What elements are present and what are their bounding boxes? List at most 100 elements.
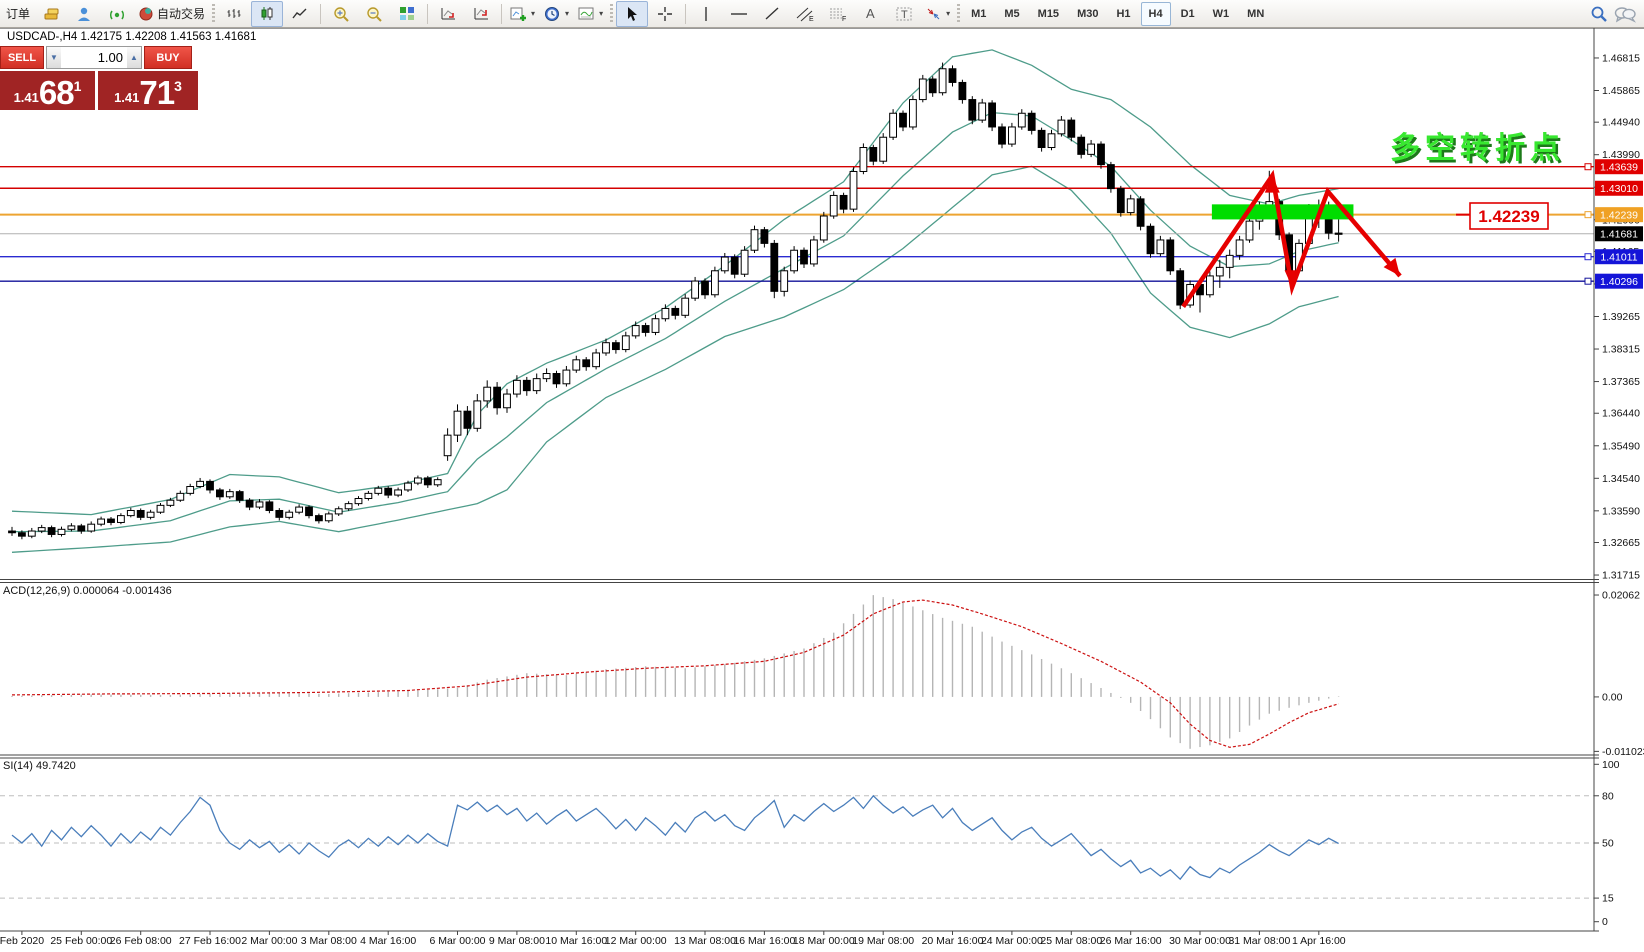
price-badge: [1595, 207, 1643, 223]
svg-text:1.41011: 1.41011: [1600, 252, 1637, 264]
sell-price-display[interactable]: 1.41 68 1: [0, 71, 95, 110]
trade-panel-controls: SELL ▼ ▲ BUY: [0, 46, 201, 69]
time-axis-label: 26 Mar 16:00: [1100, 935, 1162, 947]
sell-price-big: 68: [38, 74, 75, 111]
text-label-icon: T: [896, 7, 912, 21]
horizontal-line-button[interactable]: [723, 1, 755, 27]
svg-text:1.40296: 1.40296: [1600, 276, 1638, 288]
indicators-window-button[interactable]: [432, 1, 464, 27]
data-window-icon: [474, 7, 488, 19]
time-axis-label: 18 Mar 00:00: [793, 935, 855, 947]
dropdown-arrow-icon: ▾: [599, 9, 604, 18]
svg-text:1.38315: 1.38315: [1602, 344, 1640, 356]
toolbar: 订单 自动交易: [0, 0, 1644, 28]
cursor-button[interactable]: [616, 0, 649, 27]
svg-text:1.35490: 1.35490: [1602, 440, 1640, 452]
timeframe-button-m1[interactable]: M1: [971, 7, 987, 20]
timeframe-button-h1[interactable]: H1: [1116, 7, 1131, 20]
data-window-button[interactable]: [465, 1, 497, 27]
chat-icon[interactable]: [1614, 5, 1636, 23]
volume-decrease-button[interactable]: ▼: [47, 47, 61, 68]
svg-text:E: E: [809, 16, 814, 22]
time-axis-label: 30 Mar 00:00: [1169, 935, 1231, 947]
signals-button[interactable]: [101, 1, 133, 27]
crosshair-button[interactable]: [649, 1, 681, 27]
price-badge: [1595, 249, 1643, 265]
timeframe-button-mn[interactable]: MN: [1247, 7, 1265, 20]
volume-group: ▼ ▲: [46, 46, 142, 69]
trade-panel-prices: 1.41 68 1 1.41 71 3: [0, 71, 201, 110]
fibonacci-button[interactable]: F: [822, 1, 854, 27]
svg-text:-0.011023: -0.011023: [1602, 746, 1644, 758]
toolbar-separator: [320, 3, 322, 24]
macd-indicator-label: ACD(12,26,9) 0.000064 -0.001436: [3, 585, 172, 597]
volume-input[interactable]: [61, 47, 127, 68]
dropdown-arrow-icon: ▾: [565, 9, 570, 18]
timeframe-button-d1[interactable]: D1: [1180, 7, 1195, 20]
timeframe-button-h4[interactable]: H4: [1140, 1, 1171, 26]
templates-button[interactable]: ▾: [574, 1, 607, 27]
crosshair-icon: [658, 6, 673, 21]
arrows-button[interactable]: ▾: [921, 1, 954, 27]
tile-windows-button[interactable]: [391, 1, 423, 27]
gold-ingots-button[interactable]: [35, 1, 67, 27]
timeframe-button-w1[interactable]: W1: [1212, 7, 1230, 20]
equidistant-channel-button[interactable]: E: [789, 1, 821, 27]
text-icon: A: [866, 6, 875, 21]
text-label-button[interactable]: T: [888, 1, 920, 27]
one-click-trading-panel: SELL ▼ ▲ BUY 1.41 68 1 1.41 71 3: [0, 46, 201, 110]
svg-text:1.44940: 1.44940: [1602, 117, 1640, 129]
candlestick-chart-type-button[interactable]: [251, 0, 284, 27]
new-chart-button[interactable]: ▾: [506, 1, 539, 27]
timeframe-button-m30[interactable]: M30: [1077, 7, 1099, 20]
vertical-line-button[interactable]: [690, 1, 722, 27]
zoom-in-button[interactable]: [325, 1, 357, 27]
auto-trading-button[interactable]: 自动交易: [134, 1, 209, 27]
sell-button[interactable]: SELL: [0, 46, 44, 69]
search-icon[interactable]: [1590, 5, 1608, 23]
time-axis-label: 3 Mar 08:00: [301, 935, 357, 947]
line-chart-type-button[interactable]: [284, 1, 316, 27]
cursor-icon: [628, 6, 638, 21]
svg-text:1.36440: 1.36440: [1602, 408, 1640, 420]
time-axis-label: 20 Mar 16:00: [922, 935, 984, 947]
time-axis-label: 25 Mar 08:00: [1040, 935, 1102, 947]
svg-text:1.43990: 1.43990: [1602, 149, 1640, 161]
arrows-icon: [927, 8, 940, 19]
svg-text:1.39265: 1.39265: [1602, 311, 1640, 323]
time-axis-label: 6 Mar 00:00: [429, 935, 485, 947]
timeframe-button-m15[interactable]: M15: [1037, 7, 1060, 20]
toolbar-grip: [212, 3, 216, 24]
time-axis-label: 12 Mar 00:00: [605, 935, 667, 947]
svg-text:1.34540: 1.34540: [1602, 473, 1640, 485]
time-axis-label: 16 Mar 16:00: [733, 935, 795, 947]
rsi-indicator-label: SI(14) 49.7420: [3, 760, 76, 772]
timeframe-group: M1 M5 M15 M30 H1 H4 D1 W1 MN: [963, 1, 1272, 26]
sell-price-small: 1.41: [13, 90, 39, 105]
candlestick-chart-icon: [261, 7, 273, 20]
price-badge: [1595, 180, 1643, 196]
zoom-out-button[interactable]: [358, 1, 390, 27]
new-chart-icon: [510, 7, 527, 21]
time-axis-label: 2 Mar 00:00: [241, 935, 297, 947]
line-chart-icon: [292, 8, 307, 19]
community-person-icon: [77, 7, 90, 21]
bar-chart-type-button[interactable]: [218, 1, 250, 27]
time-axis-label: 19 Mar 08:00: [852, 935, 914, 947]
buy-price-big: 71: [139, 74, 175, 111]
new-order-button[interactable]: 订单: [2, 1, 34, 27]
time-axis-label: 27 Feb 16:00: [179, 935, 241, 947]
community-button[interactable]: [68, 1, 100, 27]
timeframe-button-m5[interactable]: M5: [1004, 7, 1020, 20]
periods-button[interactable]: ▾: [540, 1, 573, 27]
buy-price-display[interactable]: 1.41 71 3: [98, 71, 198, 110]
price-tag-label: 1.42239: [1478, 207, 1539, 226]
svg-text:1.33590: 1.33590: [1602, 505, 1640, 517]
volume-increase-button[interactable]: ▲: [127, 47, 141, 68]
svg-text:F: F: [842, 16, 846, 22]
buy-button[interactable]: BUY: [144, 46, 192, 69]
trendline-button[interactable]: [756, 1, 788, 27]
text-button[interactable]: A: [855, 1, 887, 27]
zoom-out-icon: [366, 6, 382, 22]
